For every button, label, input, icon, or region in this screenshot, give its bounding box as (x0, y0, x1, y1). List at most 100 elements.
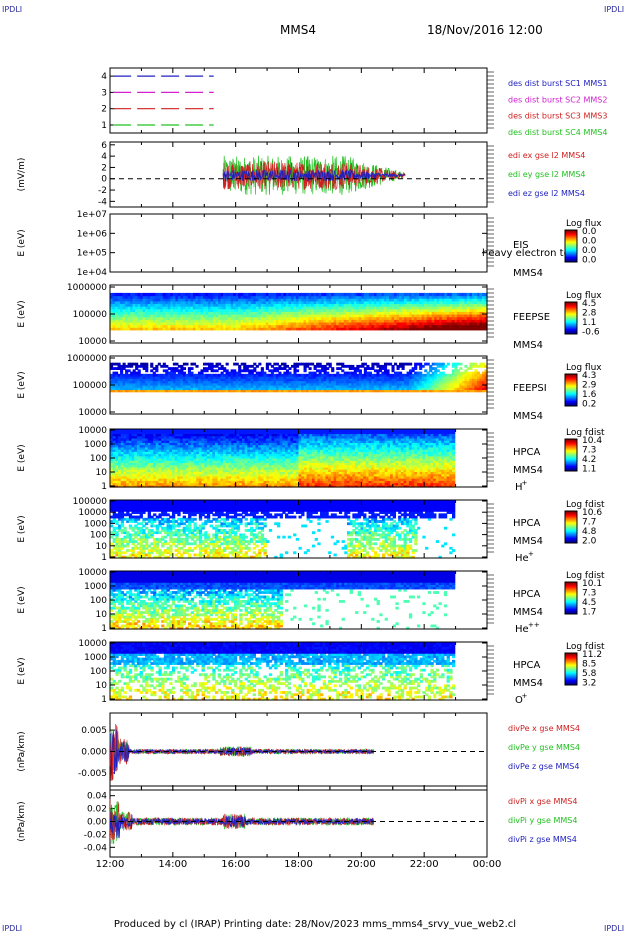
hpca_h-colorbar-tick: 1.1 (582, 465, 596, 475)
hpca_o-spectrogram (110, 642, 455, 701)
time-axis-label: 16:00 (221, 859, 250, 870)
feepse-spacecraft-label: MMS4 (513, 340, 543, 351)
hpca_h-tick-label: 1 (101, 482, 107, 492)
hpca_he2-colorbar-tick: 7.3 (582, 589, 596, 599)
divpe-tick-label: -0.005 (78, 769, 107, 779)
burst-legend-1: des dist burst SC2 MMS2 (508, 95, 607, 104)
feepse-colorbar-tick: 4.5 (582, 299, 596, 309)
divpe-ylabel: (nPa/km) (17, 731, 27, 771)
hpca_h-colorbar-tick: 10.4 (582, 436, 602, 446)
eis-colorbar-tick: 0.0 (582, 246, 597, 256)
divpi-tick-label: -0.04 (84, 843, 108, 853)
edi-tick-label: 4 (101, 152, 107, 162)
hpca_h-colorbar-tick: 4.2 (582, 455, 596, 465)
hpca_he1-instrument-label: HPCA (513, 518, 541, 529)
edi-tick-label: 0 (101, 175, 107, 185)
feepsi-spectrogram (110, 363, 488, 393)
feepse-tick-label: 100000 (73, 310, 108, 320)
feepse-ylabel: E (eV) (17, 300, 27, 327)
feepse-tick-label: 1000000 (67, 283, 107, 293)
hpca_h-spectrogram (110, 429, 455, 488)
hpca_h-tick-label: 1000 (84, 440, 107, 450)
eis-colorbar-tick: 0.0 (582, 237, 597, 247)
feepse-instrument-label: FEEPSE (513, 312, 550, 323)
hpca_he2-colorbar-tick: 1.7 (582, 608, 596, 618)
eis-tick-label: 1e+06 (77, 229, 108, 239)
hpca_he2-tick-label: 10 (96, 610, 108, 620)
hpca_he1-spectrogram (110, 500, 455, 559)
hpca_o-tick-label: 100 (90, 667, 107, 677)
hpca_he2-spectrogram (110, 571, 455, 630)
eis-panel-frame (110, 214, 487, 272)
hpca_h-instrument-label: HPCA (513, 447, 541, 458)
hpca_he1-tick-label: 1000 (84, 519, 107, 529)
hpca_h-charge-label: + (522, 479, 528, 487)
divpe-legend-2: divPe z gse MMS4 (508, 762, 579, 771)
hpca_he1-spacecraft-label: MMS4 (513, 536, 543, 547)
feepsi-tick-label: 100000 (73, 381, 108, 391)
feepsi-ylabel: E (eV) (17, 371, 27, 398)
divpi-tick-label: 0.04 (87, 792, 107, 802)
hpca_he1-colorbar-tick: 7.7 (582, 518, 596, 528)
edi-tick-label: -2 (98, 186, 107, 196)
hpca_he1-tick-label: 1 (101, 553, 107, 563)
feepse-tick-label: 10000 (78, 337, 107, 347)
divpe-tick-label: 0.005 (81, 726, 107, 736)
divpi-legend-1: divPi y gse MMS4 (508, 816, 577, 825)
time-axis-label: 14:00 (158, 859, 187, 870)
feepsi-tick-label: 1000000 (67, 354, 107, 364)
divpi-legend-0: divPi x gse MMS4 (508, 797, 577, 806)
hpca_he1-tick-label: 100 (90, 531, 107, 541)
eis-overlay-label: heavy electron to (482, 248, 570, 259)
divpi-legend-2: divPi z gse MMS4 (508, 835, 577, 844)
feepsi-colorbar-tick: 2.9 (582, 381, 597, 391)
hpca_he1-colorbar-tick: 2.0 (582, 537, 597, 547)
hpca_he2-tick-label: 1 (101, 624, 107, 634)
hpca_he1-tick-label: 100000 (73, 497, 108, 507)
hpca_h-tick-label: 10 (96, 468, 108, 478)
hpca_he2-tick-label: 100 (90, 596, 107, 606)
hpca_he1-tick-label: 10 (96, 542, 108, 552)
hpca_o-colorbar-tick: 3.2 (582, 679, 596, 689)
feepsi-colorbar-tick: 4.3 (582, 371, 596, 381)
divpe-legend-0: divPe x gse MMS4 (508, 724, 580, 733)
divpi-ylabel: (nPa/km) (17, 801, 27, 841)
burst-tick-label: 4 (101, 72, 107, 82)
feepse-colorbar-tick: 2.8 (582, 309, 597, 319)
divpe-tick-label: 0.000 (81, 748, 107, 758)
hpca_he2-species-label: He (515, 624, 529, 635)
hpca_he2-instrument-label: HPCA (513, 589, 541, 600)
burst-tick-label: 3 (101, 88, 107, 98)
edi-tick-label: -4 (98, 197, 107, 207)
divpe-legend-1: divPe y gse MMS4 (508, 743, 580, 752)
hpca_o-tick-label: 10 (96, 681, 108, 691)
hpca_he2-charge-label: ++ (528, 621, 540, 629)
feepsi-colorbar-tick: 1.6 (582, 390, 597, 400)
eis-spacecraft-label: MMS4 (513, 268, 543, 279)
burst-tick-label: 2 (101, 105, 107, 115)
hpca_o-charge-label: + (522, 692, 528, 700)
edi-ylabel: (mV/m) (17, 158, 27, 192)
burst-panel-frame (110, 68, 487, 133)
time-axis-label: 20:00 (347, 859, 376, 870)
hpca_he2-spacecraft-label: MMS4 (513, 607, 543, 618)
edi-legend-0: edi ex gse l2 MMS4 (508, 151, 585, 160)
feepsi-instrument-label: FEEPSI (513, 383, 547, 394)
hpca_he2-ylabel: E (eV) (17, 586, 27, 613)
hpca_h-tick-label: 100 (90, 454, 107, 464)
eis-colorbar-tick: 0.0 (582, 227, 597, 237)
hpca_he1-colorbar-tick: 10.6 (582, 508, 602, 518)
hpca_o-colorbar-tick: 5.8 (582, 669, 597, 679)
hpca_o-instrument-label: HPCA (513, 660, 541, 671)
edi-tick-label: 2 (101, 163, 107, 173)
hpca_he2-colorbar-tick: 10.1 (582, 579, 602, 589)
eis-tick-label: 1e+07 (77, 210, 107, 220)
burst-tick-label: 1 (101, 121, 107, 131)
eis-tick-label: 1e+05 (77, 249, 107, 259)
hpca_h-colorbar-tick: 7.3 (582, 446, 596, 456)
divpi-tick-label: 0.00 (87, 818, 107, 828)
hpca_h-tick-label: 10000 (78, 426, 107, 436)
hpca_h-ylabel: E (eV) (17, 444, 27, 471)
hpca_o-tick-label: 1000 (84, 653, 107, 663)
hpca_o-colorbar-tick: 11.2 (582, 650, 602, 660)
